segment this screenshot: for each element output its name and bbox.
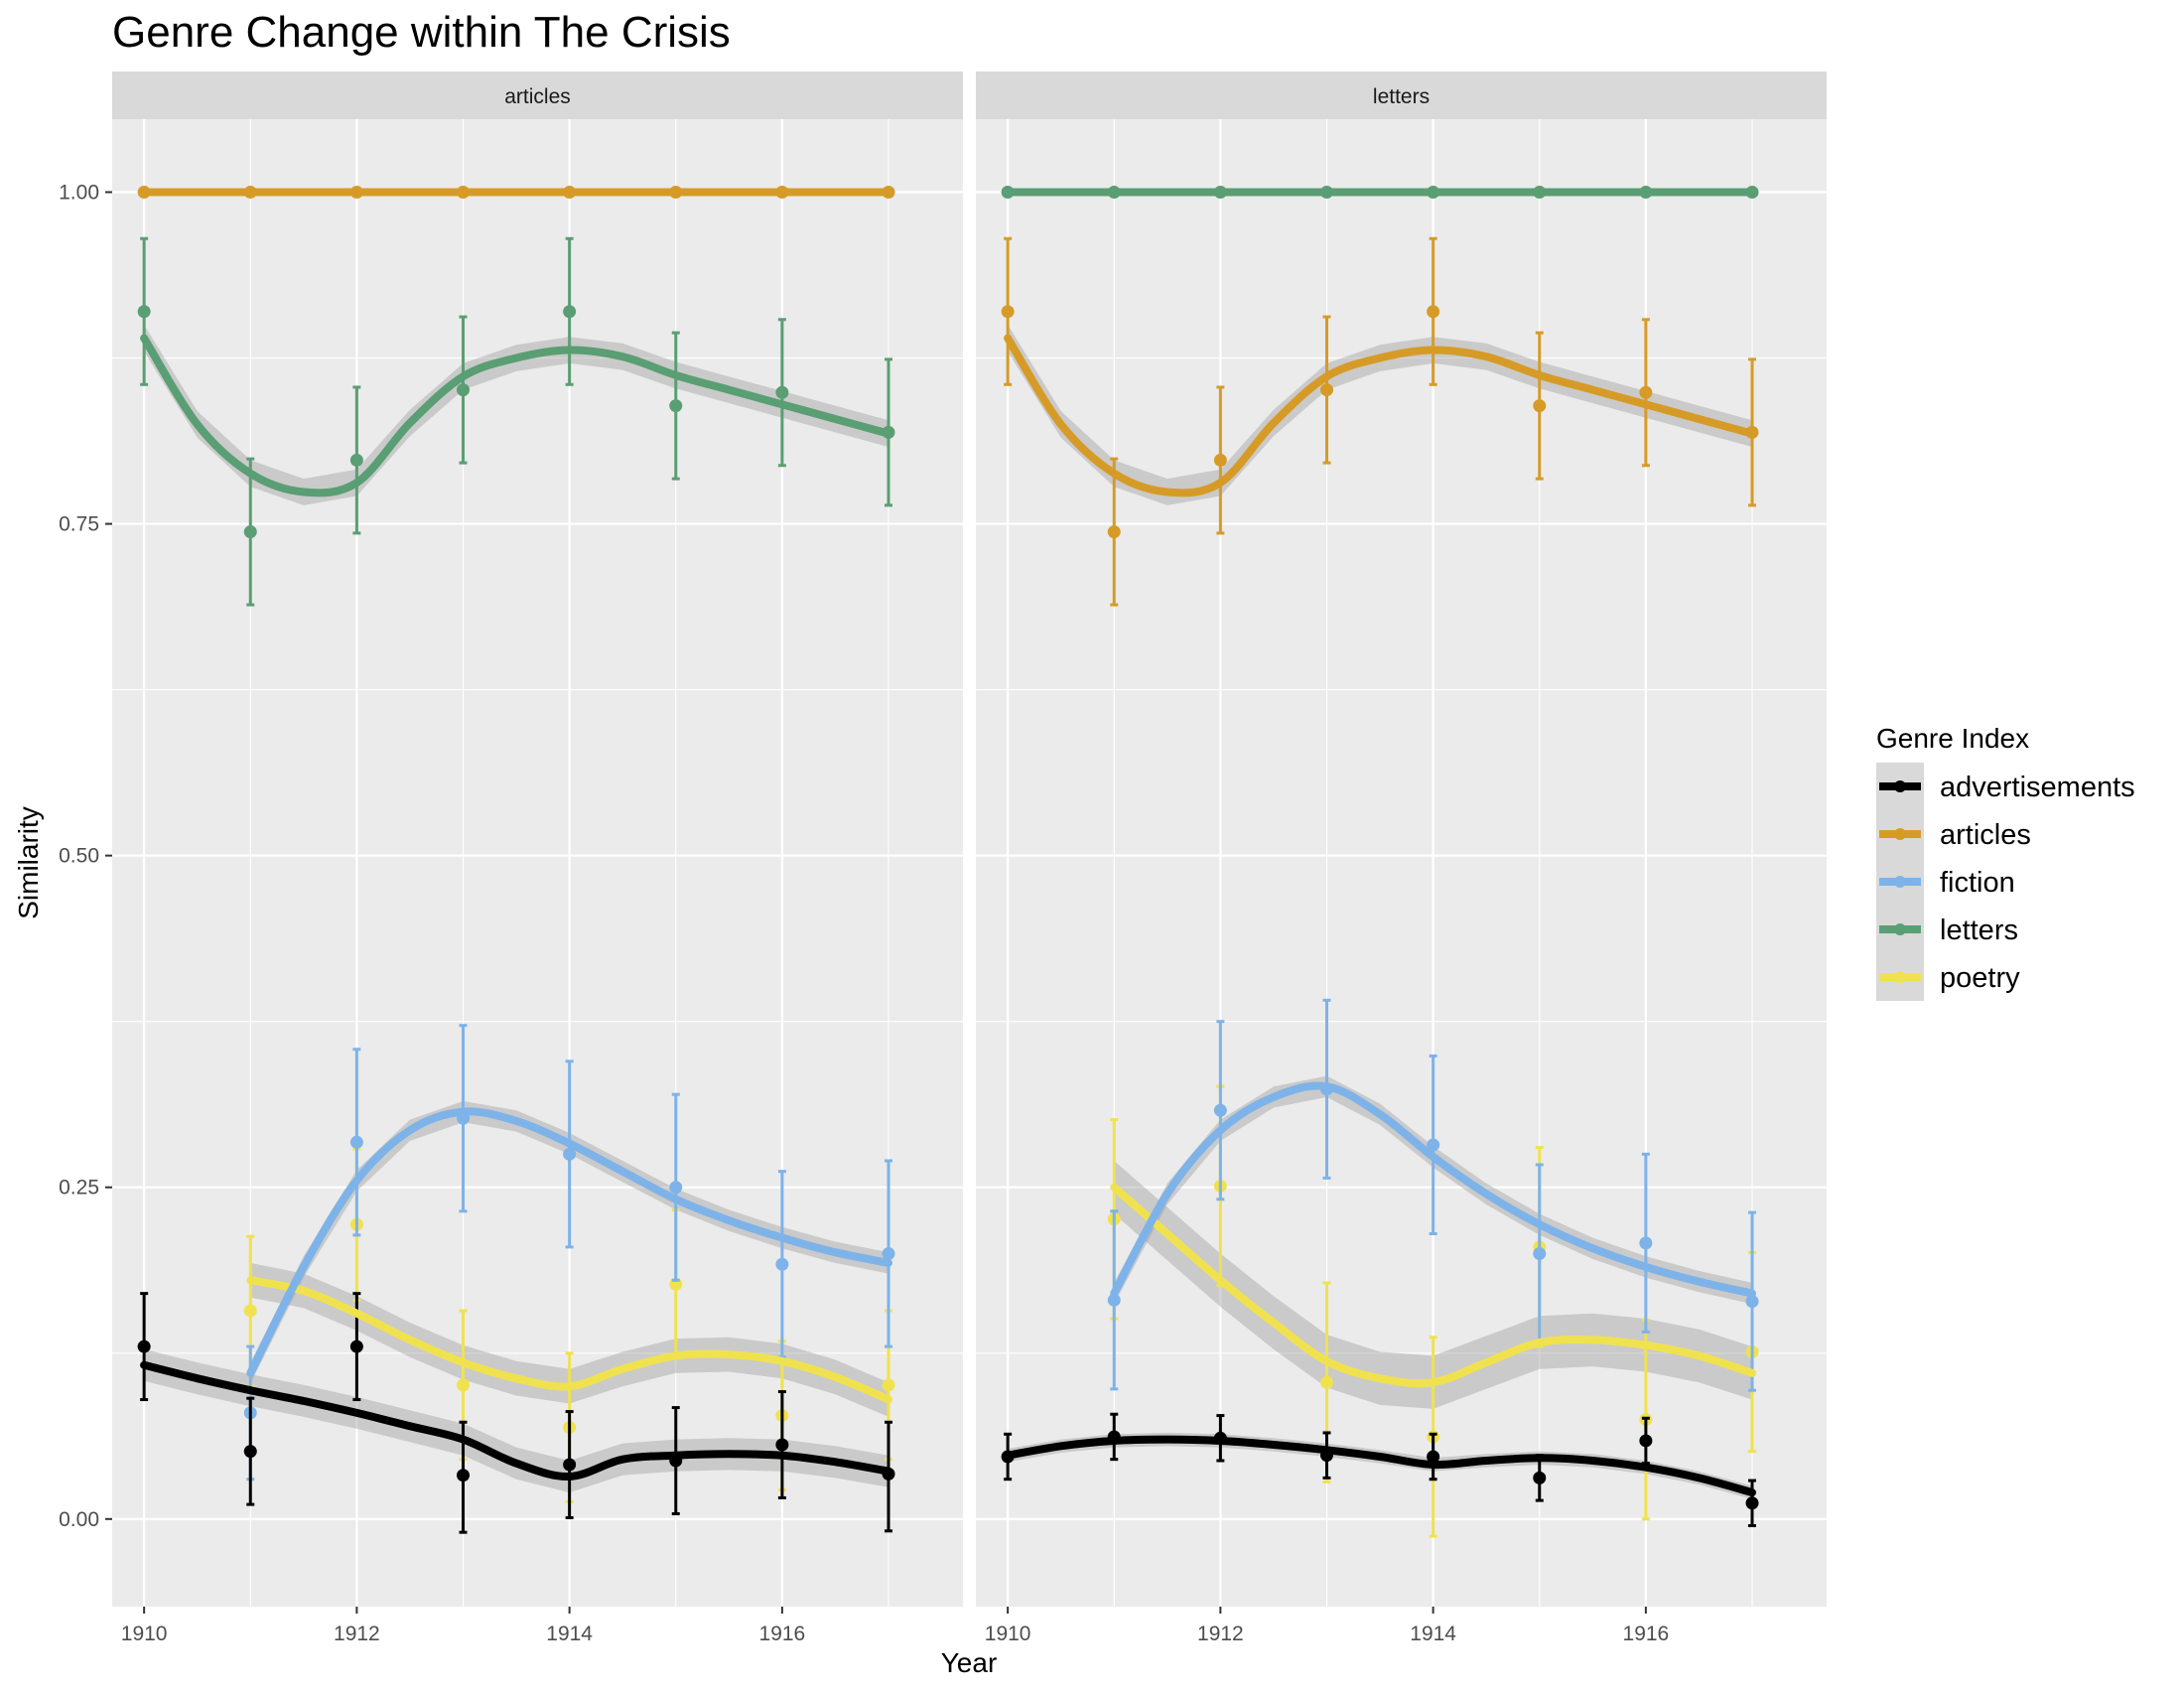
confidence-band-advertisements [1008,1432,1752,1499]
smooth-line-articles [1004,334,1756,497]
data-point-fiction [1213,1103,1227,1117]
data-point-articles [1639,385,1653,399]
smooth-line-poetry [246,1276,892,1404]
data-point-articles [1107,525,1121,539]
strip-label-articles: articles [504,85,571,108]
y-tick-label: 0.25 [59,1177,99,1199]
x-tick-label: 1916 [759,1622,806,1645]
legend-key-point-articles [1894,828,1906,840]
data-point-fiction [1107,1293,1121,1307]
strip-articles [112,71,963,119]
legend-label-letters: letters [1940,915,2018,946]
data-point-fiction [882,1247,895,1261]
panel-letters: letters [976,71,1827,1607]
y-tick-label: 0.00 [59,1508,99,1531]
smooth-line-advertisements [1004,1435,1756,1497]
data-point-poetry [457,1378,471,1392]
legend-label-poetry: poetry [1940,962,2020,994]
legend-label-articles: articles [1940,819,2031,851]
x-axis-articles: 1910 1912 1914 1916 [121,1607,805,1645]
data-point-poetry [1320,1375,1334,1389]
strip-letters [976,71,1827,119]
confidence-band-letters [144,325,889,505]
x-axis-title: Year [941,1647,998,1678]
data-point-letters [243,525,257,539]
confidence-band-poetry [1114,1161,1752,1409]
y-tick-label: 0.50 [59,845,99,868]
legend-key-point-advertisements [1894,780,1906,792]
data-point-advertisements [243,1445,257,1459]
data-point-letters [349,453,363,467]
data-point-fiction [349,1135,363,1149]
panel-background-letters [976,119,1827,1607]
legend-label-fiction: fiction [1940,867,2015,899]
panel-plot-letters [976,119,1827,1607]
y-tick-label: 1.00 [59,181,99,204]
legend-keys: advertisements articles fiction letters poet… [1876,763,2135,1001]
x-tick-label: 1914 [546,1622,593,1645]
confidence-band-articles [1008,325,1752,505]
data-point-letters [563,305,577,319]
legend-title: Genre Index [1876,723,2029,754]
legend-key-point-poetry [1894,971,1906,983]
data-point-articles [1320,383,1334,397]
panel-plot-articles [112,119,963,1607]
data-point-articles [1533,399,1547,413]
y-axis: 0.00 0.25 0.50 0.75 1.00 [59,181,112,1531]
data-point-letters [669,399,683,413]
data-point-letters [137,305,151,319]
data-point-letters [457,383,471,397]
x-tick-label: 1912 [1197,1622,1244,1645]
chart-title: Genre Change within The Crisis [112,8,731,57]
data-point-advertisements [1533,1471,1547,1484]
panel-articles: articles [112,71,963,1607]
smooth-line-advertisements [140,1360,892,1481]
y-tick-label: 0.75 [59,513,99,536]
data-point-advertisements [137,1340,151,1353]
x-tick-label: 1910 [121,1622,168,1645]
smooth-line-poetry [1110,1183,1756,1388]
data-point-fiction [1427,1138,1440,1152]
legend-key-point-fiction [1894,876,1906,888]
smooth-line-fiction [1110,1081,1756,1298]
legend: Genre Index advertisements articles fictio… [1876,723,2135,1001]
legend-label-advertisements: advertisements [1940,772,2135,803]
data-point-fiction [775,1257,789,1271]
data-point-articles [1427,305,1440,319]
smooth-line-letters [140,334,892,497]
data-point-articles [1213,453,1227,467]
data-point-advertisements [457,1469,471,1482]
data-point-advertisements [1745,1496,1759,1510]
data-point-advertisements [1639,1434,1653,1448]
data-point-advertisements [775,1438,789,1452]
data-point-fiction [1639,1236,1653,1250]
data-point-poetry [882,1378,895,1392]
strip-label-letters: letters [1373,85,1430,108]
data-point-poetry [243,1304,257,1318]
data-point-fiction [669,1181,683,1195]
data-point-letters [775,385,789,399]
x-tick-label: 1916 [1623,1622,1670,1645]
legend-key-point-letters [1894,923,1906,935]
data-point-fiction [563,1147,577,1161]
data-point-advertisements [349,1340,363,1353]
data-point-fiction [1533,1247,1547,1261]
data-point-advertisements [1427,1450,1440,1464]
x-axis-letters: 1910 1912 1914 1916 [985,1607,1669,1645]
smooth-line-fiction [246,1107,892,1377]
y-axis-title: Similarity [13,806,44,919]
data-point-advertisements [563,1458,577,1472]
data-point-articles [1001,305,1015,319]
x-tick-label: 1914 [1410,1622,1456,1645]
x-tick-label: 1910 [985,1622,1031,1645]
data-point-fiction [1745,1295,1759,1309]
x-tick-label: 1912 [334,1622,380,1645]
